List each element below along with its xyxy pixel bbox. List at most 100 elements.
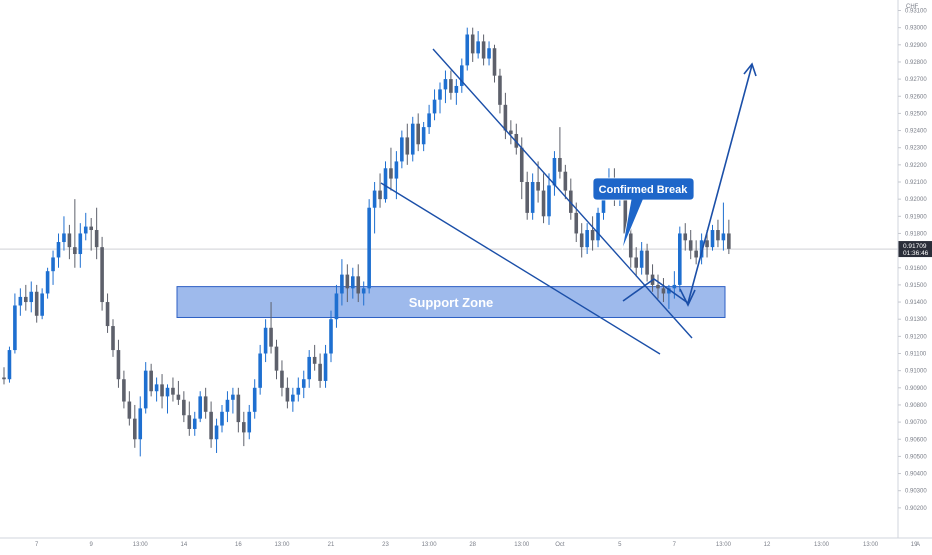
candle-body <box>351 276 355 289</box>
candle-body <box>40 293 44 316</box>
y-tick-label: 0.92100 <box>905 180 927 186</box>
candle-body <box>345 274 350 289</box>
projection-arrow-path <box>622 64 753 304</box>
support-zone-label: Support Zone <box>409 295 494 310</box>
y-tick-label: 0.92800 <box>905 60 927 66</box>
candle-body <box>683 233 688 241</box>
x-tick-label: 9 <box>90 542 94 548</box>
y-tick-label: 0.91200 <box>905 334 927 340</box>
candle-body <box>601 190 606 213</box>
x-tick-label: 7 <box>35 542 39 548</box>
candle-body <box>231 394 235 400</box>
candle-body <box>394 161 399 179</box>
candle-body <box>699 240 704 258</box>
price-tag-box <box>898 241 932 258</box>
y-tick-label: 0.93100 <box>905 9 927 15</box>
candles <box>2 27 731 457</box>
candle-body <box>661 288 666 294</box>
candle-body <box>105 302 110 327</box>
candle-body <box>149 370 153 392</box>
candle-body <box>192 418 197 429</box>
candle-body <box>340 274 344 294</box>
y-tick-label: 0.90800 <box>905 403 927 409</box>
candle-body <box>579 233 584 248</box>
candle-body <box>236 394 241 423</box>
candle-body <box>460 65 464 86</box>
callout-text: Confirmed Break <box>599 184 689 196</box>
candle-body <box>628 233 633 258</box>
candle-body <box>198 396 202 419</box>
candle-body <box>73 247 77 255</box>
y-tick-label: 0.90600 <box>905 437 927 443</box>
candle-body <box>111 326 115 351</box>
candle-body <box>127 401 132 419</box>
support-zone-rect <box>176 286 726 318</box>
candle-body <box>334 293 339 320</box>
x-tick-label: 28 <box>469 542 476 548</box>
auto-scale-label: A <box>916 542 920 548</box>
candle-body <box>678 233 682 285</box>
y-tick-label: 0.90700 <box>905 420 927 426</box>
wedge-lower-trendline <box>380 182 661 355</box>
y-tick-label: 0.90200 <box>905 506 927 512</box>
candle-body <box>503 104 508 131</box>
candle-body <box>383 168 388 200</box>
candle-body <box>454 85 459 93</box>
candle-body <box>438 89 442 100</box>
y-tick-label: 0.92200 <box>905 163 927 169</box>
candle-body <box>89 226 93 231</box>
candle-body <box>639 250 644 268</box>
candle-body <box>176 394 181 400</box>
candle-body <box>563 171 568 191</box>
x-tick-label: Oct <box>555 542 565 548</box>
x-tick-label: 13:00 <box>716 542 732 548</box>
x-tick-label: 23 <box>382 542 389 548</box>
candle-body <box>547 185 551 217</box>
callout-bubble <box>592 177 695 251</box>
x-tick-label: 13:00 <box>863 542 879 548</box>
arrow-head-up <box>743 62 757 77</box>
candle-body <box>372 190 377 208</box>
candle-body <box>247 411 252 433</box>
candle-body <box>356 276 361 294</box>
candle-body <box>280 370 284 388</box>
candle-body <box>574 212 579 234</box>
candle-body <box>138 408 143 440</box>
candle-body <box>443 79 448 90</box>
candle-body <box>329 319 333 354</box>
candle-body <box>498 75 502 105</box>
arrow-head-down <box>679 288 696 307</box>
candle-body <box>427 113 431 128</box>
candle-body <box>410 123 415 155</box>
candle-body <box>367 207 371 289</box>
candle-body <box>481 41 486 59</box>
candle-body <box>122 379 126 402</box>
candle-body <box>13 305 17 351</box>
candle-body <box>220 411 224 426</box>
candle-body <box>623 188 628 234</box>
y-tick-label: 0.91400 <box>905 300 927 306</box>
candle-body <box>24 296 28 303</box>
candle-body <box>274 346 279 371</box>
y-tick-label: 0.91900 <box>905 214 927 220</box>
candle-body <box>421 127 426 145</box>
candle-body <box>389 168 393 179</box>
candle-body <box>56 242 61 258</box>
candle-body <box>541 190 546 217</box>
y-tick-label: 0.90400 <box>905 472 927 478</box>
candle-body <box>672 284 677 289</box>
candle-body <box>694 250 698 258</box>
candle-body <box>530 182 535 213</box>
candle-body <box>525 182 529 213</box>
candle-body <box>258 353 262 388</box>
candle-body <box>558 157 562 172</box>
candle-body <box>405 137 410 155</box>
x-tick-label: 19 <box>911 542 918 548</box>
candle-body <box>432 99 437 114</box>
y-tick-label: 0.90300 <box>905 489 927 495</box>
price-tag-value: 0.91709 <box>903 243 927 250</box>
candle-body <box>165 387 170 397</box>
